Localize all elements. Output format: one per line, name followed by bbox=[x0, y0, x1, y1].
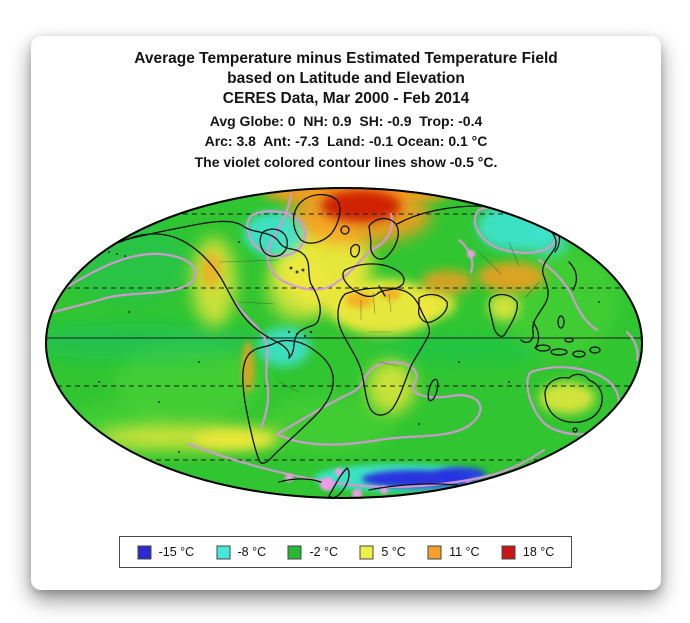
legend-label: 11 °C bbox=[449, 545, 480, 559]
legend-label: 5 °C bbox=[381, 545, 406, 559]
legend-item: -2 °C bbox=[287, 545, 338, 560]
legend-label: -2 °C bbox=[309, 545, 339, 559]
stats-line-1: Avg Globe: 0 NH: 0.9 SH: -0.9 Trop: -0.4 bbox=[209, 113, 483, 129]
mollweide-map-svg bbox=[45, 187, 643, 499]
stats-line-2: Arc: 3.8 Ant: -7.3 Land: -0.1 Ocean: 0.1… bbox=[204, 133, 488, 149]
title-line-1: Average Temperature minus Estimated Temp… bbox=[134, 50, 558, 67]
figure-card: Average Temperature minus Estimated Temp… bbox=[31, 36, 661, 590]
legend-item: 18 °C bbox=[501, 545, 554, 560]
legend-label: -8 °C bbox=[237, 545, 267, 559]
map-outline bbox=[45, 187, 643, 499]
legend-item: -15 °C bbox=[137, 545, 195, 560]
country-borders bbox=[218, 241, 540, 393]
legend-swatch-icon bbox=[216, 545, 231, 559]
world-anomaly-map bbox=[39, 182, 651, 508]
legend-item: 11 °C bbox=[427, 545, 480, 560]
figure-title: Average Temperature minus Estimated Temp… bbox=[31, 49, 661, 109]
title-line-2: based on Latitude and Elevation bbox=[227, 70, 465, 87]
regional-stats: Avg Globe: 0 NH: 0.9 SH: -0.9 Trop: -0.4… bbox=[31, 111, 661, 151]
legend-label: -15 °C bbox=[158, 545, 195, 559]
color-legend: -15 °C -8 °C -2 °C 5 °C 11 °C 18 °C bbox=[119, 536, 572, 568]
legend-swatch-icon bbox=[287, 545, 302, 559]
title-line-3: CERES Data, Mar 2000 - Feb 2014 bbox=[222, 90, 470, 107]
legend-swatch-icon bbox=[427, 545, 442, 559]
legend-swatch-icon bbox=[501, 545, 516, 559]
hot-red-blob bbox=[321, 190, 401, 222]
legend-item: -8 °C bbox=[216, 545, 267, 560]
island-dots bbox=[98, 241, 600, 453]
legend-swatch-icon bbox=[137, 545, 152, 559]
legend-swatch-icon bbox=[359, 545, 374, 559]
legend-item: 5 °C bbox=[359, 545, 406, 560]
contour-note: The violet colored contour lines show -0… bbox=[194, 154, 498, 170]
legend-label: 18 °C bbox=[522, 545, 555, 559]
